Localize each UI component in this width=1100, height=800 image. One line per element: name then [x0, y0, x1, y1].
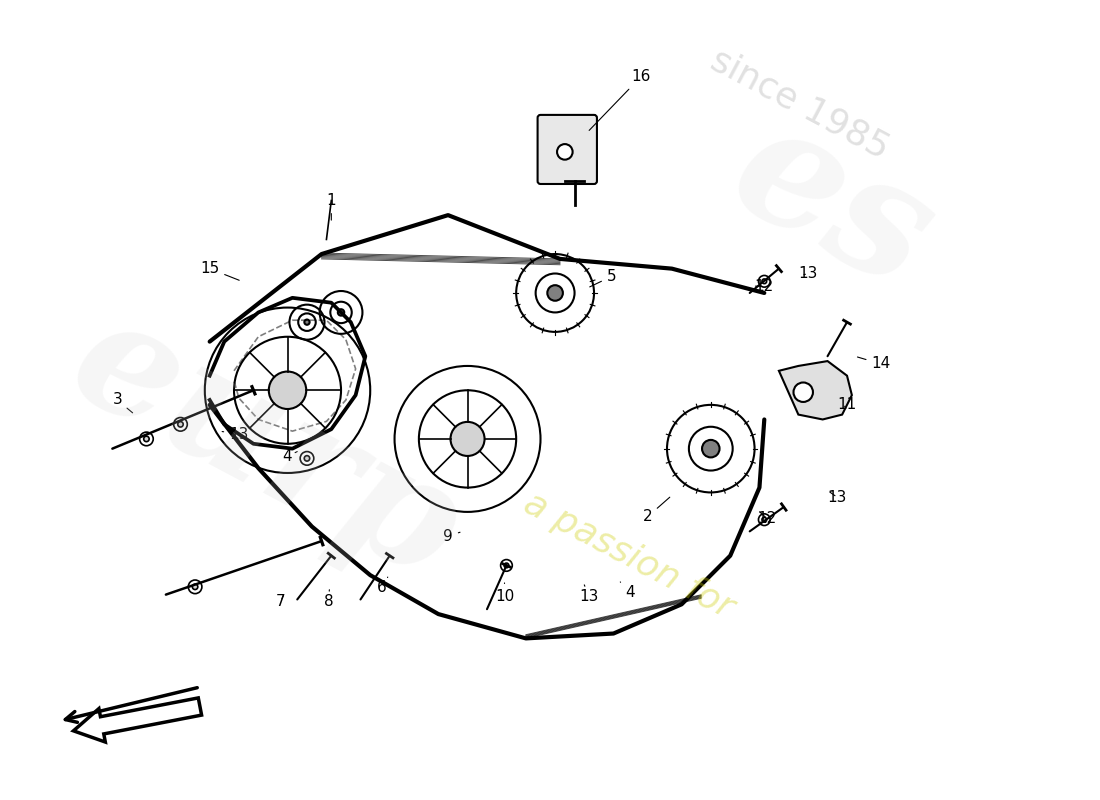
Text: 6: 6: [377, 577, 387, 595]
Text: 13: 13: [827, 490, 847, 505]
Text: 4: 4: [620, 582, 635, 600]
Circle shape: [793, 382, 813, 402]
Circle shape: [451, 422, 485, 456]
FancyBboxPatch shape: [538, 115, 597, 184]
Text: 7: 7: [276, 594, 286, 609]
Circle shape: [504, 563, 509, 568]
Text: 14: 14: [858, 357, 891, 371]
Circle shape: [548, 285, 563, 301]
Text: 13: 13: [799, 266, 817, 281]
Circle shape: [178, 422, 184, 427]
Circle shape: [268, 371, 306, 409]
Text: 11: 11: [837, 398, 857, 412]
Circle shape: [702, 440, 719, 458]
Text: 12: 12: [755, 278, 774, 294]
Circle shape: [192, 584, 198, 590]
Text: 1: 1: [327, 193, 337, 220]
Text: 4: 4: [283, 449, 297, 464]
Text: 16: 16: [590, 70, 650, 130]
Text: a passion for: a passion for: [518, 486, 739, 626]
Text: 3: 3: [112, 393, 133, 413]
Circle shape: [557, 144, 573, 160]
Text: eurp: eurp: [46, 282, 484, 612]
Circle shape: [338, 310, 344, 316]
Text: 10: 10: [495, 583, 514, 604]
Text: since 1985: since 1985: [705, 43, 895, 166]
Text: 9: 9: [443, 529, 460, 544]
Polygon shape: [779, 361, 851, 419]
Text: 13: 13: [580, 585, 598, 604]
Circle shape: [762, 518, 767, 522]
Text: es: es: [706, 87, 958, 323]
Circle shape: [305, 456, 310, 461]
Text: 2: 2: [642, 497, 670, 524]
Text: 5: 5: [590, 269, 616, 287]
Circle shape: [762, 279, 767, 284]
Circle shape: [144, 436, 150, 442]
Text: 15: 15: [200, 261, 239, 280]
Text: 13: 13: [222, 426, 249, 442]
Text: 12: 12: [758, 511, 777, 526]
Text: 8: 8: [323, 590, 333, 609]
Circle shape: [305, 319, 309, 325]
